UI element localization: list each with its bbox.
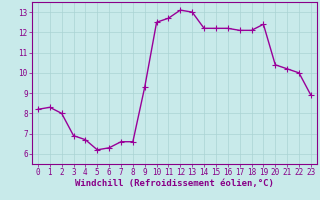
X-axis label: Windchill (Refroidissement éolien,°C): Windchill (Refroidissement éolien,°C) <box>75 179 274 188</box>
